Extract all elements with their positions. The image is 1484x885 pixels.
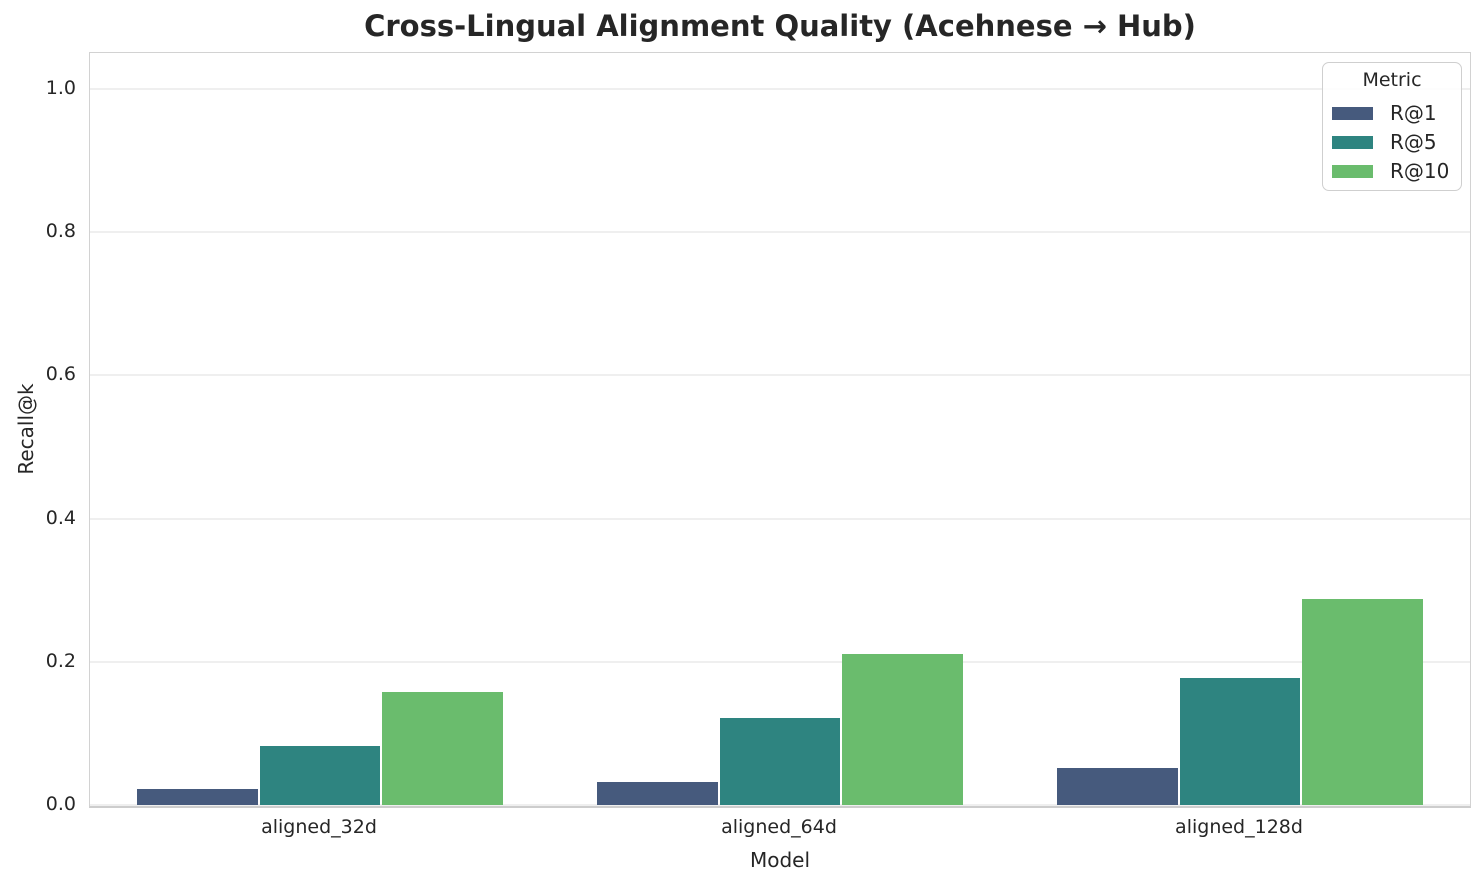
bar-r-10-aligned-128d — [1302, 598, 1423, 805]
legend-swatch-r-1 — [1332, 106, 1373, 120]
legend-item-label: R@1 — [1390, 101, 1437, 125]
y-tick-label: 0.2 — [45, 649, 76, 672]
y-axis-ticks: 0.0 0.2 0.4 0.6 0.8 1.0 — [0, 52, 76, 815]
legend-item-r-5: R@5 — [1332, 132, 1437, 152]
legend-title: Metric — [1362, 69, 1422, 91]
gridline — [90, 804, 1470, 806]
bar-r-10-aligned-64d — [842, 653, 963, 805]
x-tick-label-aligned-64d: aligned_64d — [721, 816, 837, 838]
gridline — [90, 87, 1470, 90]
legend-swatch-r-10 — [1332, 164, 1373, 178]
y-tick-label: 0.8 — [45, 220, 76, 243]
x-tick-label-aligned-128d: aligned_128d — [1175, 816, 1303, 838]
legend-item-r-10: R@10 — [1332, 161, 1449, 181]
chart-title: Cross-Lingual Alignment Quality (Acehnes… — [364, 9, 1196, 43]
y-tick-label: 0.6 — [45, 363, 76, 386]
legend-swatch-r-5 — [1332, 135, 1373, 149]
bar-r-5-aligned-64d — [719, 717, 841, 805]
legend: Metric R@1 R@5 R@10 — [1322, 62, 1462, 191]
y-tick-label: 0.0 — [45, 793, 76, 815]
y-tick-label: 0.4 — [45, 506, 76, 529]
legend-item-label: R@5 — [1390, 130, 1437, 154]
legend-item-label: R@10 — [1390, 159, 1450, 183]
bar-r-1-aligned-64d — [597, 782, 718, 805]
legend-item-r-1: R@1 — [1332, 103, 1437, 123]
x-axis-ticks: aligned_32d aligned_64d aligned_128d — [89, 816, 1469, 844]
plot-area — [89, 52, 1471, 808]
bar-r-5-aligned-32d — [259, 745, 381, 805]
bar-r-5-aligned-128d — [1179, 677, 1301, 805]
y-tick-label: 1.0 — [45, 76, 76, 99]
x-axis-label: Model — [749, 848, 811, 872]
gridline — [90, 517, 1470, 520]
bar-r-1-aligned-32d — [137, 788, 258, 805]
x-tick-label-aligned-32d: aligned_32d — [261, 816, 377, 838]
bar-r-1-aligned-128d — [1057, 767, 1178, 805]
gridline — [90, 231, 1470, 234]
gridline — [90, 374, 1470, 377]
bar-r-10-aligned-32d — [382, 691, 503, 805]
gridline — [90, 660, 1470, 663]
